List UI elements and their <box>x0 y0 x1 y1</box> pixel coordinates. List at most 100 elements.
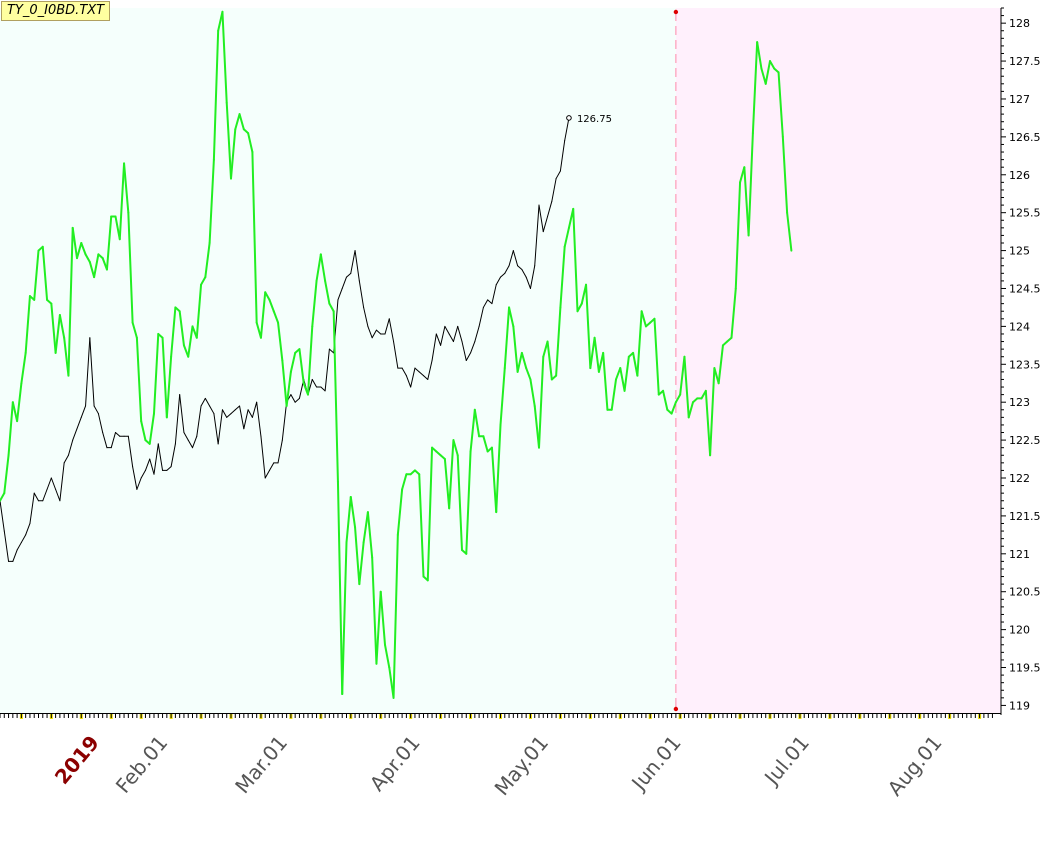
price-segment <box>320 386 326 392</box>
projection-segment <box>786 211 793 252</box>
last-price-label: 126.75 <box>577 114 612 125</box>
y-tick-label: 126.5 <box>1009 131 1041 144</box>
price-segment <box>363 306 369 327</box>
divider-top-marker <box>673 9 679 15</box>
price-segment <box>375 329 382 335</box>
projection-segment <box>371 556 378 665</box>
projection-segment <box>200 276 207 286</box>
y-tick-label: 119.5 <box>1009 662 1041 675</box>
price-segment <box>89 337 95 407</box>
price-segment <box>470 341 476 354</box>
price-segment <box>384 318 390 335</box>
y-tick-label: 127 <box>1009 93 1030 106</box>
price-segment <box>221 409 228 418</box>
price-segment <box>166 466 172 471</box>
price-segment <box>341 276 347 289</box>
price-segment <box>234 405 241 411</box>
projection-segment <box>140 420 147 442</box>
projection-segment <box>362 511 369 544</box>
price-segment <box>478 306 484 327</box>
price-segment <box>20 534 27 543</box>
projection-segment <box>195 283 203 339</box>
price-segment <box>393 341 399 369</box>
projection-segment <box>508 306 515 328</box>
price-segment <box>12 549 18 562</box>
price-segment <box>170 443 176 468</box>
projection-segment <box>212 29 220 161</box>
y-tick-label: 127.5 <box>1009 55 1041 68</box>
price-segment <box>294 397 300 403</box>
x-month-label: Jul.01 <box>758 731 814 791</box>
price-segment <box>144 458 151 471</box>
price-segment <box>328 348 335 354</box>
projection-segment <box>576 302 583 313</box>
price-segment <box>50 477 57 490</box>
projection-segment <box>764 60 771 85</box>
projection-segment <box>67 226 74 377</box>
price-segment <box>461 341 467 361</box>
projection-segment <box>653 317 660 396</box>
projection-segment <box>324 279 331 305</box>
projection-segment <box>533 404 540 449</box>
projection-segment <box>396 488 404 536</box>
projection-segment <box>165 355 173 419</box>
projection-segment <box>520 351 528 370</box>
projection-segment <box>465 450 472 555</box>
projection-segment <box>503 306 511 370</box>
x-month-label: May.01 <box>490 731 554 800</box>
projection-segment <box>251 151 258 324</box>
projection-segment <box>170 306 177 358</box>
projection-segment <box>24 295 31 354</box>
projection-segment <box>187 325 194 358</box>
price-segment <box>504 265 510 274</box>
projection-segment <box>516 351 523 373</box>
price-segment <box>354 250 360 282</box>
price-segment <box>136 477 142 490</box>
price-segment <box>204 397 211 407</box>
projection-segment <box>281 359 288 407</box>
price-segment <box>495 276 501 286</box>
projection-segment <box>456 454 463 552</box>
price-segment <box>529 265 536 289</box>
projection-segment <box>153 332 160 415</box>
projection-segment <box>610 378 617 411</box>
history-background <box>0 8 676 713</box>
price-segment <box>410 367 416 388</box>
price-segment <box>85 337 91 407</box>
projection-segment <box>448 439 455 510</box>
projection-segment <box>41 245 49 301</box>
projection-segment <box>499 367 506 426</box>
price-segment <box>542 215 549 233</box>
projection-segment <box>473 408 481 438</box>
projection-segment <box>148 412 155 445</box>
projection-segment <box>760 67 767 85</box>
price-segment <box>16 541 22 551</box>
projection-segment <box>615 367 622 381</box>
projection-segment <box>490 446 498 514</box>
price-segment <box>414 367 420 373</box>
y-tick-label: 124 <box>1009 320 1030 333</box>
price-segment <box>174 394 181 445</box>
price-segment <box>457 325 463 343</box>
projection-segment <box>358 541 365 586</box>
projection-segment <box>679 355 686 396</box>
projection-segment <box>221 10 228 104</box>
projection-segment <box>277 321 284 362</box>
price-segment <box>538 204 544 233</box>
projection-segment <box>781 135 789 214</box>
projection-segment <box>105 215 113 271</box>
price-segment <box>367 325 373 339</box>
price-segment <box>187 439 193 449</box>
today-divider <box>673 9 679 712</box>
price-segment <box>371 329 377 339</box>
projection-segment <box>717 344 724 385</box>
projection-segment <box>559 245 566 309</box>
projection-segment <box>354 526 361 586</box>
projection-segment <box>93 253 100 279</box>
projection-segment <box>238 113 245 131</box>
price-segment <box>209 405 215 415</box>
projection-segment <box>71 226 78 260</box>
projection-segment <box>208 158 215 244</box>
projection-segment <box>54 314 61 354</box>
projection-segment <box>7 401 14 457</box>
